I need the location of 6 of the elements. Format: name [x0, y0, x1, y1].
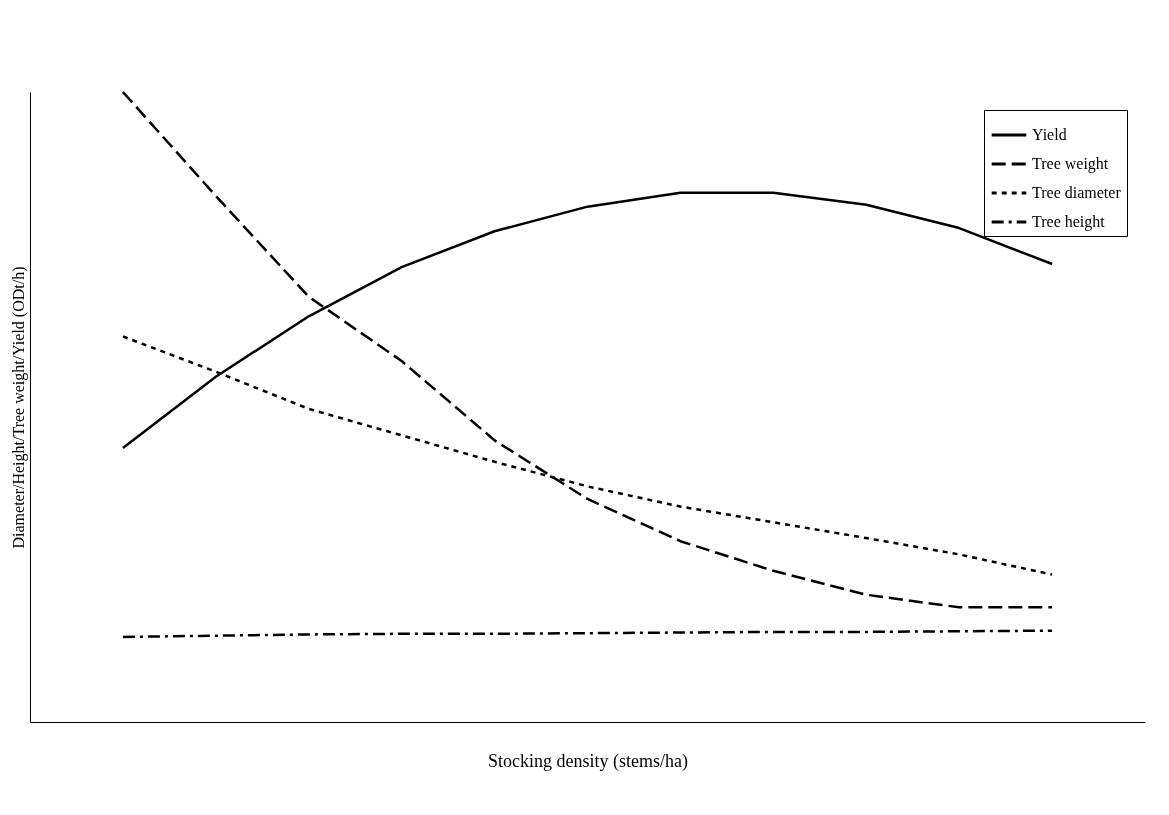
legend-label: Tree weight — [1032, 155, 1109, 173]
y-axis-title: Diameter/Height/Tree weight/Yield (ODt/h) — [9, 266, 28, 549]
x-axis-title: Stocking density (stems/ha) — [488, 750, 688, 772]
legend-label: Yield — [1032, 126, 1067, 143]
legend-label: Tree diameter — [1032, 184, 1122, 201]
legend-label: Tree height — [1032, 213, 1106, 231]
